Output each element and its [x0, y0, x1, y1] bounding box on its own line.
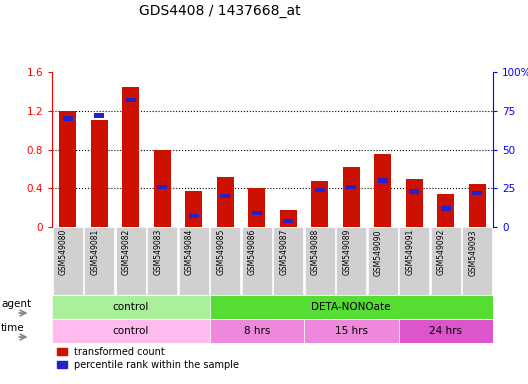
Text: 24 hrs: 24 hrs — [429, 326, 462, 336]
Bar — [248, 188, 266, 227]
Text: GSM549084: GSM549084 — [185, 229, 194, 275]
Bar — [462, 227, 493, 295]
Bar — [210, 295, 493, 319]
Bar — [252, 211, 261, 215]
Bar — [53, 227, 83, 295]
Text: GSM549087: GSM549087 — [279, 229, 288, 275]
Bar — [210, 227, 240, 295]
Bar — [284, 218, 293, 223]
Bar — [399, 319, 493, 343]
Bar — [399, 227, 429, 295]
Bar — [126, 98, 136, 102]
Bar — [221, 194, 230, 198]
Text: DETA-NONOate: DETA-NONOate — [312, 302, 391, 312]
Text: 8 hrs: 8 hrs — [243, 326, 270, 336]
Bar — [441, 206, 450, 210]
Bar — [315, 188, 325, 192]
Bar — [59, 111, 77, 227]
Bar — [84, 227, 115, 295]
Text: GSM549091: GSM549091 — [406, 229, 414, 275]
Bar — [147, 227, 177, 295]
Text: control: control — [112, 326, 149, 336]
Text: GDS4408 / 1437668_at: GDS4408 / 1437668_at — [139, 4, 300, 18]
Text: control: control — [112, 302, 149, 312]
Bar — [178, 227, 209, 295]
Bar — [311, 180, 328, 227]
Bar — [210, 319, 304, 343]
Bar — [242, 227, 272, 295]
Bar — [406, 179, 423, 227]
Text: GSM549081: GSM549081 — [90, 229, 99, 275]
Text: GSM549086: GSM549086 — [248, 229, 257, 275]
Text: GSM549080: GSM549080 — [59, 229, 68, 275]
Bar — [431, 227, 461, 295]
Bar — [304, 319, 399, 343]
Bar — [410, 189, 419, 194]
Text: GSM549092: GSM549092 — [437, 229, 446, 275]
Bar — [367, 227, 398, 295]
Text: GSM549082: GSM549082 — [122, 229, 131, 275]
Bar — [91, 121, 108, 227]
Bar — [273, 227, 304, 295]
Bar — [95, 113, 104, 118]
Legend: transformed count, percentile rank within the sample: transformed count, percentile rank withi… — [57, 347, 239, 370]
Bar — [185, 191, 202, 227]
Bar — [216, 177, 234, 227]
Text: GSM549089: GSM549089 — [342, 229, 351, 275]
Bar — [189, 214, 199, 218]
Text: agent: agent — [1, 299, 31, 309]
Bar — [122, 86, 139, 227]
Bar — [468, 184, 486, 227]
Text: GSM549085: GSM549085 — [216, 229, 225, 275]
Bar — [473, 191, 482, 195]
Text: GSM549083: GSM549083 — [153, 229, 162, 275]
Bar — [437, 194, 455, 227]
Bar — [116, 227, 146, 295]
Bar — [346, 185, 356, 189]
Text: time: time — [1, 323, 25, 333]
Bar — [63, 116, 72, 121]
Text: GSM549090: GSM549090 — [374, 229, 383, 276]
Text: 15 hrs: 15 hrs — [335, 326, 367, 336]
Bar — [378, 178, 388, 183]
Bar — [374, 154, 391, 227]
Bar — [336, 227, 366, 295]
Bar — [154, 149, 171, 227]
Bar — [305, 227, 335, 295]
Text: GSM549093: GSM549093 — [468, 229, 477, 276]
Bar — [52, 295, 210, 319]
Bar — [343, 167, 360, 227]
Bar — [280, 210, 297, 227]
Bar — [52, 319, 210, 343]
Bar — [157, 185, 167, 189]
Text: GSM549088: GSM549088 — [311, 229, 320, 275]
